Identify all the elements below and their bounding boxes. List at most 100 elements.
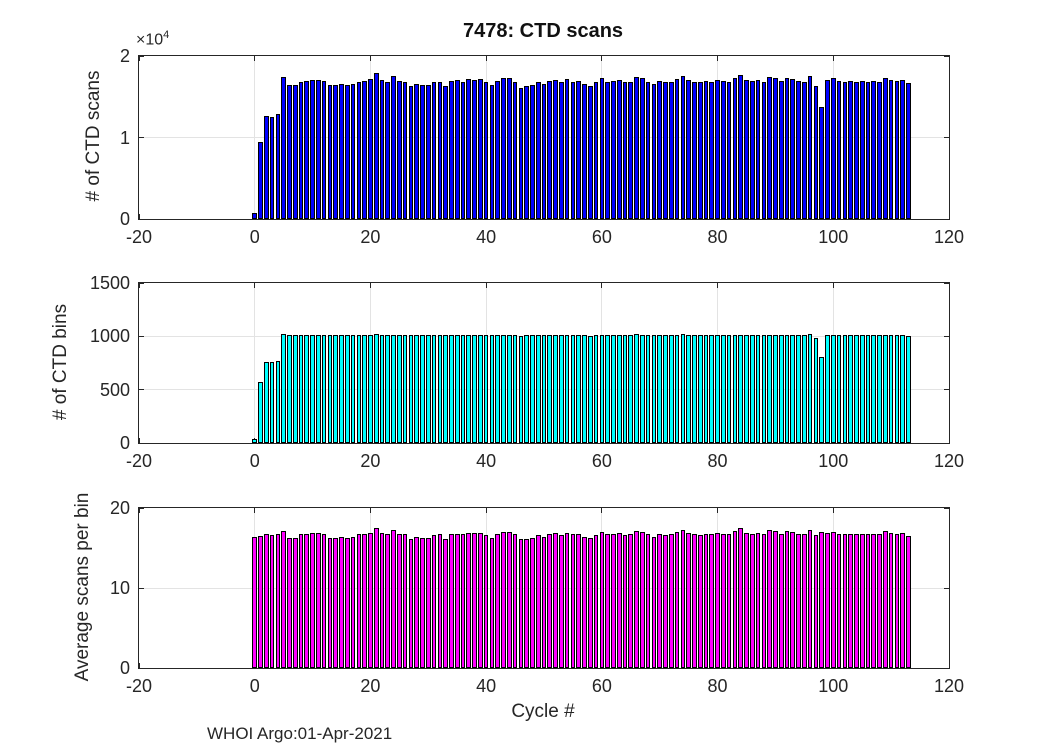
bar [391, 334, 396, 443]
bar [703, 533, 709, 668]
bar [385, 81, 391, 219]
x-gridline [254, 283, 256, 443]
bar [431, 82, 437, 219]
y-tick-label: 500 [99, 379, 130, 400]
bar [478, 532, 483, 668]
bar [460, 81, 466, 219]
bar [437, 335, 443, 443]
bar [663, 335, 668, 443]
bar [553, 532, 558, 668]
x-tick-mark [138, 508, 140, 513]
bar [819, 106, 825, 219]
bar [640, 532, 645, 668]
bar [437, 81, 443, 219]
bar [339, 84, 344, 219]
bar [333, 335, 339, 443]
bar [368, 532, 373, 668]
x-tick-mark [832, 56, 834, 61]
y-tick-mark [139, 442, 144, 444]
x-axis-label: Cycle # [511, 701, 575, 722]
bar [819, 532, 825, 668]
bar [339, 536, 344, 668]
bar [773, 78, 778, 219]
bar [877, 534, 882, 668]
bar [628, 335, 634, 443]
bar [709, 335, 715, 443]
bar [263, 115, 269, 219]
y-tick-mark [139, 507, 144, 509]
bar [830, 334, 836, 443]
x-tick-mark [254, 508, 256, 513]
bar [732, 335, 738, 443]
bar [408, 539, 414, 668]
bar [431, 335, 437, 443]
bar [316, 532, 321, 668]
x-tick-mark [138, 56, 140, 61]
bar [258, 142, 263, 219]
bar [310, 335, 315, 443]
bar [559, 82, 564, 219]
bar [489, 537, 495, 668]
bar [483, 82, 489, 219]
y-tick-mark [944, 507, 949, 509]
bar [692, 335, 697, 443]
bar [657, 533, 663, 668]
bar [697, 335, 703, 443]
bar [281, 76, 286, 219]
bar [454, 79, 460, 219]
bar [425, 84, 431, 219]
bar [547, 80, 553, 219]
bar [744, 80, 749, 219]
bar [593, 82, 599, 219]
bar [339, 335, 344, 443]
bar [559, 335, 564, 443]
bar [611, 80, 616, 219]
x-tick-mark [717, 56, 719, 61]
bar [506, 334, 512, 443]
x-tick-mark [948, 56, 950, 61]
bar [344, 335, 350, 443]
x-tick-label: 120 [933, 451, 965, 471]
bar [298, 335, 304, 443]
bar [541, 335, 547, 443]
x-tick-label: 40 [476, 451, 497, 471]
bar [773, 335, 778, 443]
bar [420, 537, 425, 668]
bar [813, 86, 819, 219]
x-tick-mark [369, 283, 371, 288]
bar [564, 334, 570, 443]
bar [547, 335, 553, 443]
bar [443, 86, 448, 219]
bar [402, 81, 408, 219]
bar [350, 84, 356, 219]
bar [836, 80, 842, 219]
bar [298, 81, 304, 219]
bar [582, 84, 587, 219]
bar [587, 538, 593, 668]
bar [316, 335, 321, 443]
x-tick-mark [832, 283, 834, 288]
bar [686, 335, 691, 443]
bar [830, 78, 836, 219]
bar [802, 81, 807, 219]
bar [501, 78, 506, 219]
bar [796, 533, 801, 668]
x-tick-label: 20 [360, 676, 381, 696]
bar [854, 81, 859, 219]
x-tick-label: 40 [476, 227, 497, 247]
x-tick-label: 0 [249, 227, 260, 247]
bar [362, 533, 367, 668]
bar [709, 534, 715, 668]
bar [373, 334, 379, 443]
x-tick-mark [138, 214, 140, 219]
bar [634, 531, 639, 668]
x-tick-label: -20 [125, 676, 152, 696]
bar [668, 335, 674, 443]
bar [310, 79, 315, 219]
bar [721, 80, 726, 219]
bar [802, 335, 807, 443]
bar [749, 80, 755, 219]
y-tick-mark [139, 55, 144, 57]
bar [553, 79, 558, 219]
bar [512, 81, 518, 219]
